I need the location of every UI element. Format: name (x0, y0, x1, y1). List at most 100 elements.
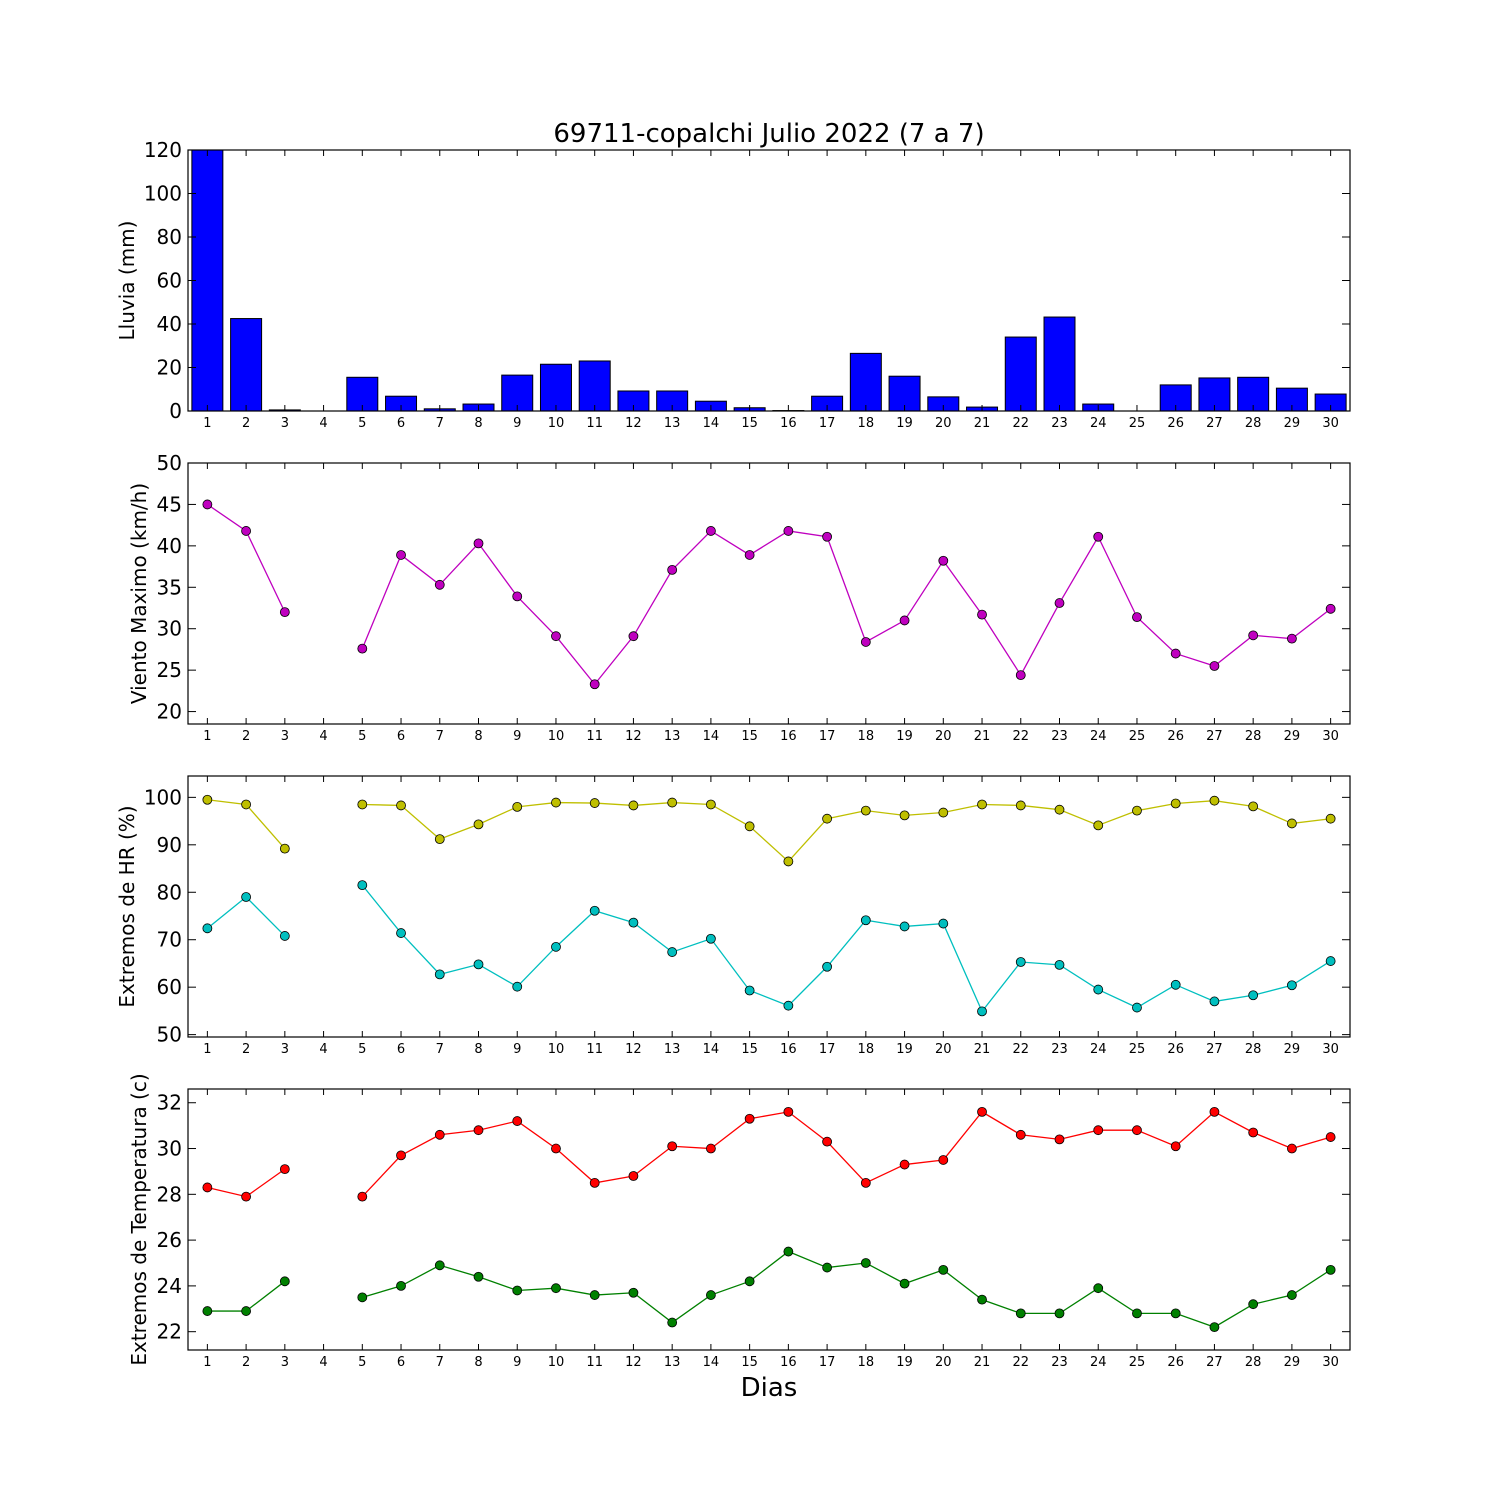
x-tick-label-23: 23 (1051, 1042, 1068, 1057)
series-2-point-day-12 (628, 917, 639, 928)
x-tick-label-24: 24 (1090, 729, 1107, 744)
x-tick-label-18: 18 (858, 729, 875, 744)
x-tick-label-14: 14 (703, 729, 720, 744)
series-1-point-day-22 (1015, 670, 1026, 681)
series-1-point-day-13 (667, 797, 678, 808)
x-tick-label-15: 15 (741, 1042, 758, 1057)
y-tick-label-80: 80 (157, 225, 182, 249)
x-tick-label-16: 16 (780, 1355, 797, 1370)
y-tick-label-32: 32 (157, 1091, 182, 1115)
x-tick-label-27: 27 (1206, 1355, 1223, 1370)
x-tick-label-7: 7 (436, 1042, 444, 1057)
y-tick-label-60: 60 (157, 269, 182, 293)
series-2-point-day-18 (860, 915, 871, 926)
x-tick-label-11: 11 (586, 416, 603, 431)
x-tick-label-6: 6 (397, 729, 405, 744)
x-tick-label-8: 8 (474, 1355, 482, 1370)
x-tick-label-17: 17 (819, 1042, 836, 1057)
series-2-point-day-30 (1325, 956, 1336, 966)
x-tick-label-4: 4 (319, 1042, 327, 1057)
x-tick-label-2: 2 (242, 1355, 250, 1370)
x-tick-label-10: 10 (548, 1042, 565, 1057)
y-tick-label-90: 90 (157, 833, 182, 857)
x-tick-label-10: 10 (548, 729, 565, 744)
x-tick-label-11: 11 (586, 1355, 603, 1370)
series-2-point-day-24 (1093, 1283, 1104, 1294)
series-2-point-day-1 (202, 1306, 213, 1316)
series-1-point-day-3 (279, 607, 290, 618)
series-1-point-day-15 (744, 550, 755, 560)
panel-2: 1 2 3 4 5 6 7 8 9 10 11 12 13 14 15 16 17 18 19 20 21 22 23 24 2… (127, 451, 1351, 744)
x-tick-label-29: 29 (1284, 416, 1301, 431)
y-tick-label-50: 50 (157, 451, 182, 475)
series-1-point-day-20 (938, 807, 949, 818)
x-tick-label-28: 28 (1245, 416, 1262, 431)
series-1-point-day-11 (589, 798, 600, 808)
x-tick-label-28: 28 (1245, 729, 1262, 744)
series-2-point-day-8 (473, 959, 484, 970)
series-1-point-day-2 (241, 799, 252, 810)
x-tick-label-20: 20 (935, 1355, 952, 1370)
series-2-point-day-3 (279, 1276, 290, 1287)
series-1-point-day-13 (667, 564, 678, 575)
series-1-point-day-25 (1132, 612, 1142, 623)
x-tick-label-2: 2 (242, 729, 250, 744)
x-tick-label-17: 17 (819, 729, 836, 744)
series-2-point-day-29 (1287, 980, 1297, 991)
x-tick-label-3: 3 (281, 1355, 289, 1370)
x-tick-label-26: 26 (1167, 416, 1184, 431)
x-tick-label-5: 5 (358, 1355, 366, 1370)
y-tick-label-35: 35 (157, 575, 182, 599)
x-tick-label-22: 22 (1012, 729, 1029, 744)
bar-day-22 (1004, 336, 1037, 412)
bar-day-18 (849, 352, 882, 412)
y-axis-label-panel-3: Extremos de HR (%) (115, 805, 139, 1007)
x-tick-label-22: 22 (1012, 1355, 1029, 1370)
series-1-point-day-3 (279, 843, 290, 854)
x-tick-label-25: 25 (1129, 729, 1146, 744)
series-1-point-day-18 (860, 1177, 871, 1188)
x-tick-label-25: 25 (1129, 416, 1146, 431)
series-1-point-day-16 (783, 526, 794, 536)
series-1-line-segment-2 (362, 800, 1331, 863)
series-2-point-day-16 (783, 1000, 794, 1011)
series-1-line-segment-2 (361, 1111, 1331, 1198)
series-1-point-day-16 (783, 856, 794, 867)
x-tick-label-14: 14 (703, 416, 720, 431)
y-tick-label-80: 80 (157, 880, 182, 904)
series-2-point-day-15 (744, 985, 755, 996)
series-1-point-day-19 (899, 810, 910, 821)
series-1-point-day-5 (357, 1191, 368, 1202)
series-2-point-day-16 (783, 1246, 794, 1257)
y-tick-label-50: 50 (157, 1023, 182, 1047)
series-1-point-day-7 (434, 1129, 445, 1140)
series-2-point-day-2 (241, 892, 252, 902)
x-tick-label-21: 21 (974, 1355, 991, 1370)
x-tick-label-16: 16 (780, 1042, 797, 1057)
series-2-point-day-9 (512, 1285, 523, 1296)
panel-4-marks (202, 1106, 1336, 1333)
y-tick-label-20: 20 (157, 700, 182, 724)
series-1-point-day-11 (589, 1177, 600, 1188)
series-1-point-day-17 (822, 1136, 832, 1147)
x-tick-label-15: 15 (741, 1355, 758, 1370)
series-2-point-day-19 (899, 1278, 910, 1289)
series-1-point-day-6 (396, 1150, 406, 1161)
series-1-point-day-29 (1287, 818, 1297, 829)
x-tick-label-19: 19 (896, 729, 913, 744)
bar-day-11 (578, 360, 611, 412)
series-1-point-day-28 (1248, 1127, 1259, 1138)
series-2-point-day-25 (1132, 1002, 1142, 1013)
series-2-point-day-13 (667, 947, 678, 957)
x-tick-label-16: 16 (780, 729, 797, 744)
series-1-line-segment-2 (361, 530, 1332, 686)
y-tick-label-40: 40 (157, 312, 182, 336)
series-1-point-day-28 (1248, 630, 1259, 641)
x-tick-label-22: 22 (1012, 1042, 1029, 1057)
x-tick-label-27: 27 (1206, 416, 1223, 431)
series-1-point-day-8 (473, 1125, 484, 1136)
y-tick-label-24: 24 (157, 1274, 182, 1298)
series-1-point-day-29 (1287, 633, 1297, 644)
series-1-point-day-5 (357, 643, 368, 654)
